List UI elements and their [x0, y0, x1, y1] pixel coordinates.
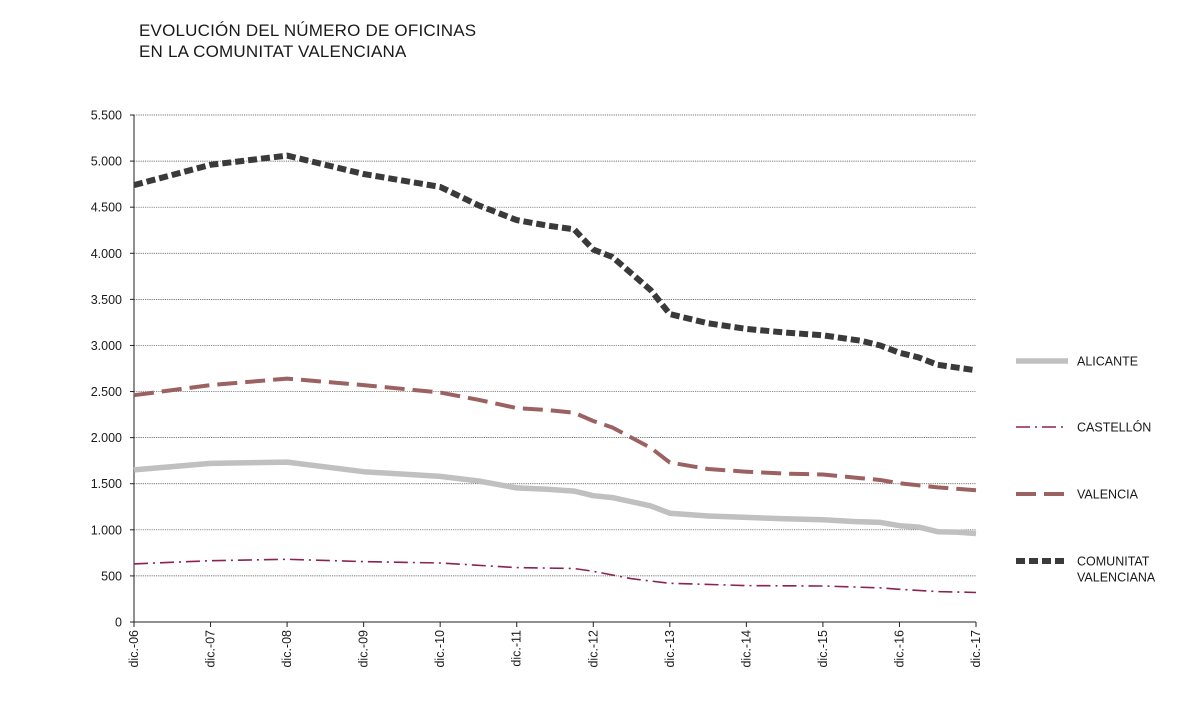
series-line-1 [133, 558, 977, 594]
y-tick-label: 5.000 [91, 155, 122, 169]
x-tick-label: dic.-14 [739, 630, 753, 668]
y-axis-ticks: 0 500 1.000 1.500 2.000 2.500 3.000 3.500 4.000 4… [91, 109, 134, 630]
series-lines [133, 152, 977, 594]
chart-title-line-2: EN LA COMUNITAT VALENCIANA [139, 42, 407, 61]
y-tick-label: 2.500 [91, 385, 122, 399]
legend-label-0: ALICANTE [1077, 355, 1138, 369]
y-tick-label: 2.000 [91, 431, 122, 445]
y-tick-label: 5.500 [91, 109, 122, 123]
y-tick-label: 4.000 [91, 247, 122, 261]
chart-title-line-1: EVOLUCIÓN DEL NÚMERO DE OFICINAS [139, 21, 477, 40]
x-tick-label: dic.-13 [663, 630, 677, 668]
y-tick-label: 3.000 [91, 339, 122, 353]
y-tick-label: 4.500 [91, 201, 122, 215]
legend-label-2: VALENCIA [1077, 488, 1139, 502]
series-line-3 [133, 152, 977, 374]
x-tick-label: dic.-15 [816, 630, 830, 668]
x-axis-ticks: dic.-06 dic.-07 dic.-08 dic.-09 dic.-10 dic.-… [127, 622, 983, 668]
x-tick-label: dic.-10 [433, 630, 447, 668]
gridlines [134, 114, 976, 577]
x-tick-label: dic.-16 [892, 630, 906, 668]
x-tick-label: dic.-09 [357, 630, 371, 668]
y-tick-label: 3.500 [91, 293, 122, 307]
series-line-0 [133, 459, 977, 537]
x-tick-label: dic.-06 [127, 630, 141, 668]
x-tick-label: dic.-07 [204, 630, 218, 668]
series-line-2 [133, 376, 977, 493]
legend-label-3: VALENCIANA [1077, 571, 1156, 585]
y-tick-label: 0 [115, 616, 122, 630]
x-tick-label: dic.-08 [280, 630, 294, 668]
legend-label-3: COMUNITAT [1077, 555, 1150, 569]
y-tick-label: 1.000 [91, 523, 122, 537]
x-tick-label: dic.-12 [586, 630, 600, 668]
legend-label-1: CASTELLÓN [1077, 420, 1151, 435]
y-tick-label: 1.500 [91, 477, 122, 491]
x-tick-label: dic.-11 [510, 630, 524, 667]
y-tick-label: 500 [101, 569, 122, 583]
legend: ALICANTE CASTELLÓN VALENCIA COMUNITAT VALENC… [1016, 355, 1156, 585]
x-tick-label: dic.-17 [969, 630, 983, 668]
chart-title: EVOLUCIÓN DEL NÚMERO DE OFICINAS EN LA C… [139, 20, 476, 62]
axes [133, 115, 976, 623]
